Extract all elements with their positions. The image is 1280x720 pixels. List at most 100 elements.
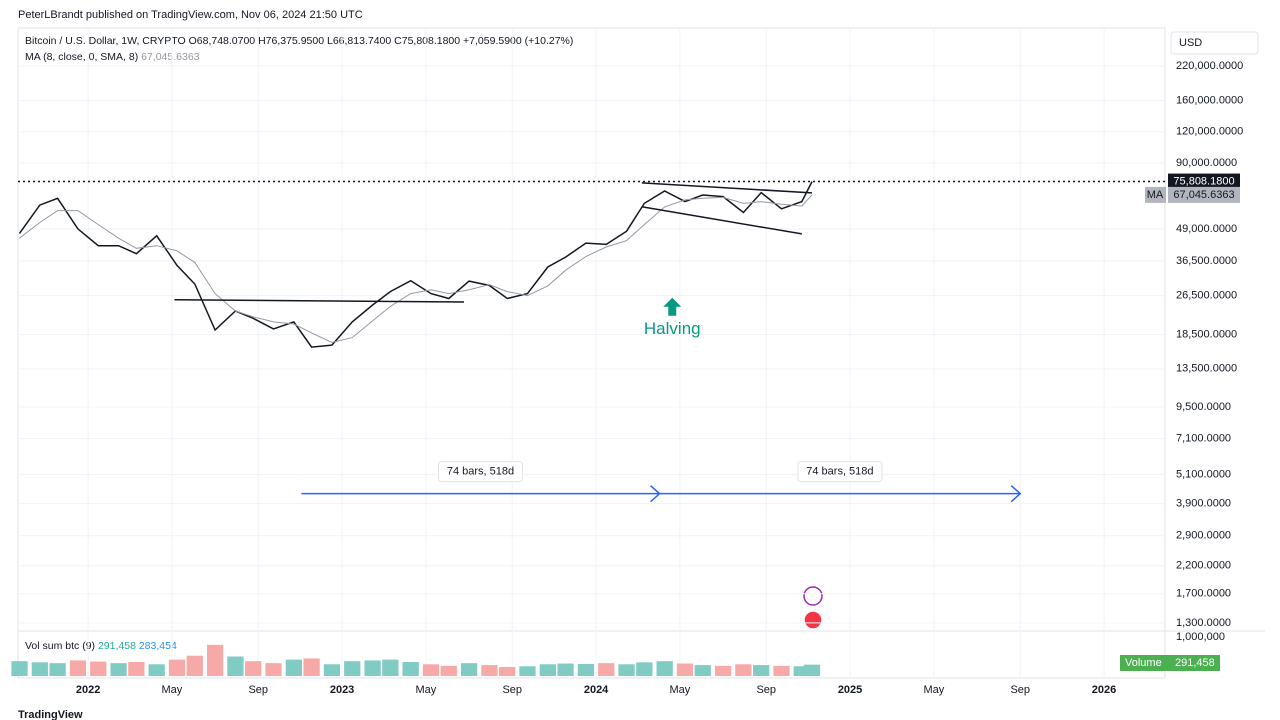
ma-badge: 67,045.6363 [1173,189,1234,201]
change: +7,059.5900 (+10.27%) [463,35,573,47]
publisher: PeterLBrandt published on TradingView.co… [18,9,363,21]
ma-badge-tag: MA [1147,189,1164,201]
y-tick-label: 90,000.0000 [1176,157,1237,169]
legend-ma: MA (8, close, 0, SMA, 8) 67,045.6363 [25,51,200,63]
x-tick-label: 2022 [76,684,100,696]
volume-bar [636,662,653,676]
volume-bar [303,658,320,676]
currency: USD [1179,37,1202,49]
arrow-head [650,485,661,503]
x-tick-label: May [923,684,944,696]
volume-bar [49,663,66,676]
volume-bar [656,661,673,676]
volume-ma: 283,454 [139,640,177,652]
high: H76,375.9500 [258,35,324,47]
y-tick-label: 36,500.0000 [1176,255,1237,267]
volume-bar [364,660,381,676]
volume-bar [206,644,224,676]
halving-label: Halving [644,319,701,338]
y-tick-label: 160,000.0000 [1176,94,1243,106]
volume-bar [168,659,186,676]
volume-badge-bg [1120,655,1220,671]
open: O68,748.0700 [189,35,256,47]
volume-bar [499,667,516,676]
x-tick-label: Sep [248,684,268,696]
x-tick-label: 2025 [838,684,862,696]
chart-frame [17,27,1166,679]
volume-bar [110,663,127,676]
volume-bar [481,665,498,676]
x-tick-label: 2023 [330,684,354,696]
trendline [174,299,465,303]
y-tick-label: 120,000.0000 [1176,126,1243,138]
x-tick-label: Sep [502,684,522,696]
range-label: 74 bars, 518d [806,466,873,478]
volume-bar [344,661,361,676]
x-tick-label: Sep [1010,684,1030,696]
y-tick-label: 18,500.0000 [1176,329,1237,341]
volume-bar [265,663,282,676]
volume-bar [440,665,457,676]
volume-bar [382,659,399,676]
y-tick-label: 26,500.0000 [1176,290,1237,302]
volume-bar [422,664,440,676]
volume-bar [557,663,574,676]
range-label: 74 bars, 518d [447,466,514,478]
symbol: Bitcoin / U.S. Dollar, 1W, CRYPTO [25,35,186,47]
x-tick-label: 2024 [584,684,609,696]
volume-bar [69,660,87,676]
x-tick-label: 2026 [1092,684,1116,696]
volume-badge: Volume [1125,657,1162,669]
volume-bar [539,664,556,676]
ma-badge-tag-bg [1145,186,1166,203]
ma-label: MA (8, close, 0, SMA, 8) [25,51,138,63]
volume-bar [735,664,752,676]
volume-bar [128,661,145,676]
ma-line [19,194,813,344]
volume-bar [323,664,341,676]
volume-bar [402,661,419,676]
volume-bar [285,659,302,676]
x-tick-label: May [669,684,690,696]
y-tick-label: 9,500.0000 [1176,401,1231,413]
volume-bar [793,666,810,676]
volume-bar [753,665,770,676]
volume-last: 291,458 [98,640,136,652]
volume-bar [519,666,536,676]
event-icon[interactable] [803,586,823,606]
legend-symbol: Bitcoin / U.S. Dollar, 1W, CRYPTO O68,74… [25,35,573,47]
volume-bar [773,665,790,676]
arrow-head [1010,485,1022,503]
y-tick-label: 1,700.0000 [1176,588,1231,600]
y-tick-label: 5,100.0000 [1176,468,1231,480]
volume-bar [714,665,732,676]
volume-bar [148,664,165,676]
y-tick-label: 2,200.0000 [1176,560,1231,572]
volume-bar [618,664,635,676]
range-label-box [797,461,883,483]
price-badge: 75,808.1800 [1173,175,1234,187]
volume-bar [460,663,478,676]
volume-tick-label: 1,000,000 [1176,631,1225,643]
y-tick-label: 7,100.0000 [1176,432,1231,444]
volume-bar [598,663,615,676]
low: L66,813.7400 [327,35,391,47]
x-tick-label: Sep [756,684,776,696]
price-badge-bg [1168,173,1240,190]
volume-legend: Vol sum btc (9) 291,458 283,454 [25,640,177,652]
currency-box[interactable] [1170,31,1259,55]
price-line [18,181,813,348]
y-tick-label: 1,300.0000 [1176,617,1231,629]
footer: TradingView [18,709,83,720]
trendline [641,182,813,194]
volume-bar [90,661,107,676]
y-tick-label: 2,900.0000 [1176,530,1231,542]
trendline [641,206,802,235]
event-icon[interactable] [803,610,823,630]
volume-bar [577,663,595,676]
x-tick-label: May [416,684,437,696]
y-tick-label: 220,000.0000 [1176,60,1243,72]
x-tick-label: May [162,684,183,696]
volume-badge-value: 291,458 [1175,657,1215,669]
